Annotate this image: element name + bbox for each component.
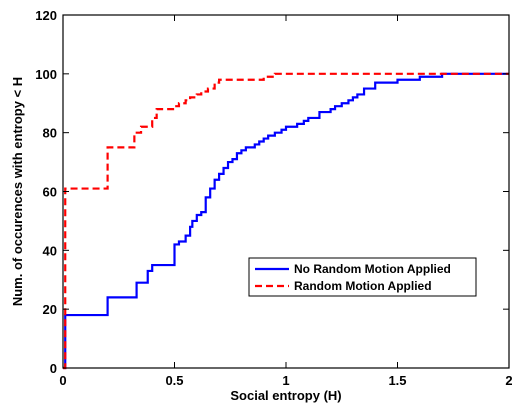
y-tick-label: 20 bbox=[43, 302, 57, 317]
y-axis-title: Num. of occurences with entropy < H bbox=[10, 77, 25, 306]
y-tick-label: 120 bbox=[35, 8, 57, 23]
x-tick-label: 0 bbox=[59, 373, 66, 388]
legend-label: No Random Motion Applied bbox=[294, 262, 451, 276]
y-tick-label: 60 bbox=[43, 185, 57, 200]
x-axis-title: Social entropy (H) bbox=[230, 388, 341, 403]
series-line-random-motion bbox=[63, 72, 509, 370]
plot-area bbox=[63, 72, 509, 370]
y-axis-title-group: Num. of occurences with entropy < H bbox=[10, 77, 25, 306]
x-tick-label: 0.5 bbox=[165, 373, 183, 388]
x-tick-label: 1 bbox=[282, 373, 289, 388]
x-tick-label: 1.5 bbox=[388, 373, 406, 388]
legend-box bbox=[248, 257, 477, 297]
plot-frame bbox=[62, 14, 510, 369]
y-tick-label: 80 bbox=[43, 126, 57, 141]
legend: No Random Motion Applied Random Motion Ap… bbox=[248, 257, 477, 297]
y-tick-label: 0 bbox=[50, 361, 57, 376]
legend-label: Random Motion Applied bbox=[294, 279, 432, 293]
y-tick-label: 40 bbox=[43, 243, 57, 258]
y-tick-label: 100 bbox=[35, 67, 57, 82]
x-tick-label: 2 bbox=[505, 373, 512, 388]
series-line-no-random-motion bbox=[63, 72, 509, 370]
